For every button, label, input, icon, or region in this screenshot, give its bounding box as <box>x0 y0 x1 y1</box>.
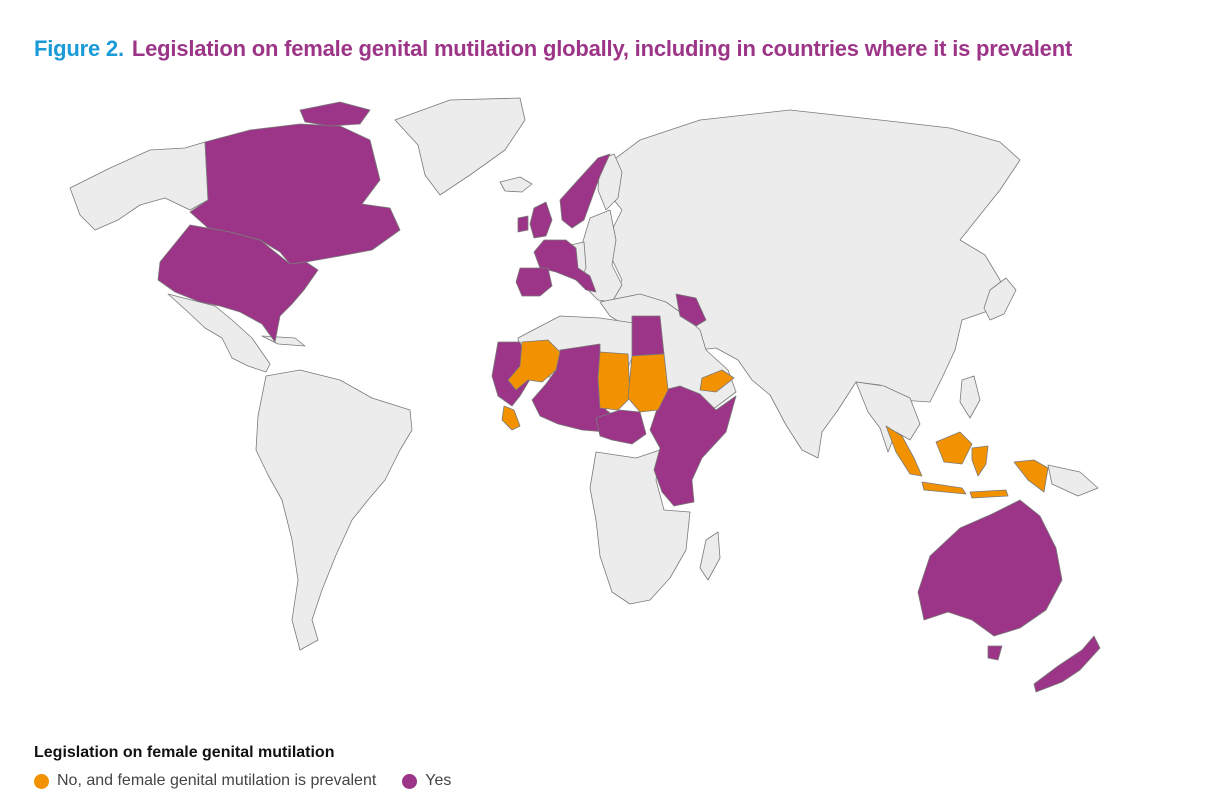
region-united-kingdom <box>529 201 553 239</box>
figure-label: Figure 2. <box>34 36 124 61</box>
region-canada-arctic-islands <box>299 101 371 127</box>
region-yemen <box>699 369 735 393</box>
region-southeast-asia <box>855 381 921 453</box>
region-chad <box>597 351 631 411</box>
region-ireland <box>517 215 529 233</box>
region-iceland <box>499 176 533 193</box>
region-caribbean <box>261 335 306 347</box>
region-new-zealand <box>1033 635 1101 693</box>
region-mexico-central-america <box>167 293 271 373</box>
region-java <box>921 481 967 495</box>
region-sierra-leone-liberia <box>501 405 521 431</box>
region-greenland <box>394 97 526 196</box>
legend-item-no-prevalent: No, and female genital mutilation is pre… <box>34 772 376 790</box>
legend-label-no-prevalent: No, and female genital mutilation is pre… <box>57 772 377 789</box>
region-east-africa <box>649 385 737 507</box>
region-sulawesi <box>971 445 989 477</box>
figure-title-text: Legislation on female genital mutilation… <box>131 36 1073 61</box>
region-united-states <box>157 224 319 343</box>
region-egypt <box>631 315 665 357</box>
region-borneo <box>935 431 973 465</box>
region-papua-new-guinea <box>1047 464 1099 497</box>
region-lesser-sunda <box>969 489 1009 499</box>
region-alaska <box>69 141 209 231</box>
world-map <box>69 97 1101 693</box>
region-mali <box>507 339 561 391</box>
region-japan <box>983 277 1017 321</box>
region-sumatra <box>885 425 923 477</box>
region-australia <box>917 499 1063 637</box>
region-iberia <box>515 267 553 297</box>
legend: No, and female genital mutilation is pre… <box>34 772 469 790</box>
region-south-america <box>255 369 413 651</box>
legend-swatch-orange <box>34 773 49 789</box>
region-tasmania <box>987 645 1003 661</box>
no-prevalent-regions <box>501 339 1049 499</box>
region-norway-sweden <box>559 153 611 229</box>
region-cameroon-car <box>595 409 647 445</box>
legend-swatch-purple <box>402 773 418 789</box>
region-iraq <box>675 293 707 327</box>
legislation-yes-regions <box>157 101 1101 693</box>
legend-title: Legislation on female genital mutilation <box>34 744 335 761</box>
region-madagascar <box>699 531 721 581</box>
legend-label-yes: Yes <box>425 772 452 789</box>
legend-item-yes: Yes <box>402 772 451 790</box>
region-sudan <box>627 353 669 413</box>
region-west-papua <box>1013 459 1049 493</box>
figure-title: Figure 2. Legislation on female genital m… <box>34 36 1072 62</box>
region-philippines <box>959 375 981 419</box>
